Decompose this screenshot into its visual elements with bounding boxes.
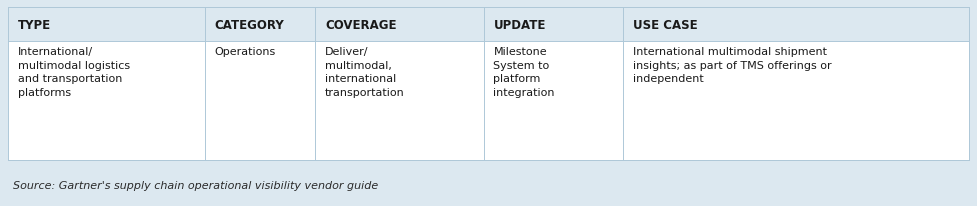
- Text: Deliver/
multimodal,
international
transportation: Deliver/ multimodal, international trans…: [325, 47, 405, 97]
- Text: Operations: Operations: [215, 47, 276, 57]
- Bar: [8, 8, 969, 42]
- Bar: [8, 42, 969, 161]
- Text: Source: Gartner's supply chain operational visibility vendor guide: Source: Gartner's supply chain operation…: [13, 180, 378, 190]
- Text: UPDATE: UPDATE: [493, 19, 546, 32]
- Text: International/
multimodal logistics
and transportation
platforms: International/ multimodal logistics and …: [18, 47, 130, 97]
- Text: Milestone
System to
platform
integration: Milestone System to platform integration: [493, 47, 555, 97]
- Text: CATEGORY: CATEGORY: [215, 19, 284, 32]
- Text: USE CASE: USE CASE: [633, 19, 698, 32]
- Text: COVERAGE: COVERAGE: [325, 19, 397, 32]
- Text: International multimodal shipment
insights; as part of TMS offerings or
independ: International multimodal shipment insigh…: [633, 47, 831, 84]
- Text: TYPE: TYPE: [18, 19, 51, 32]
